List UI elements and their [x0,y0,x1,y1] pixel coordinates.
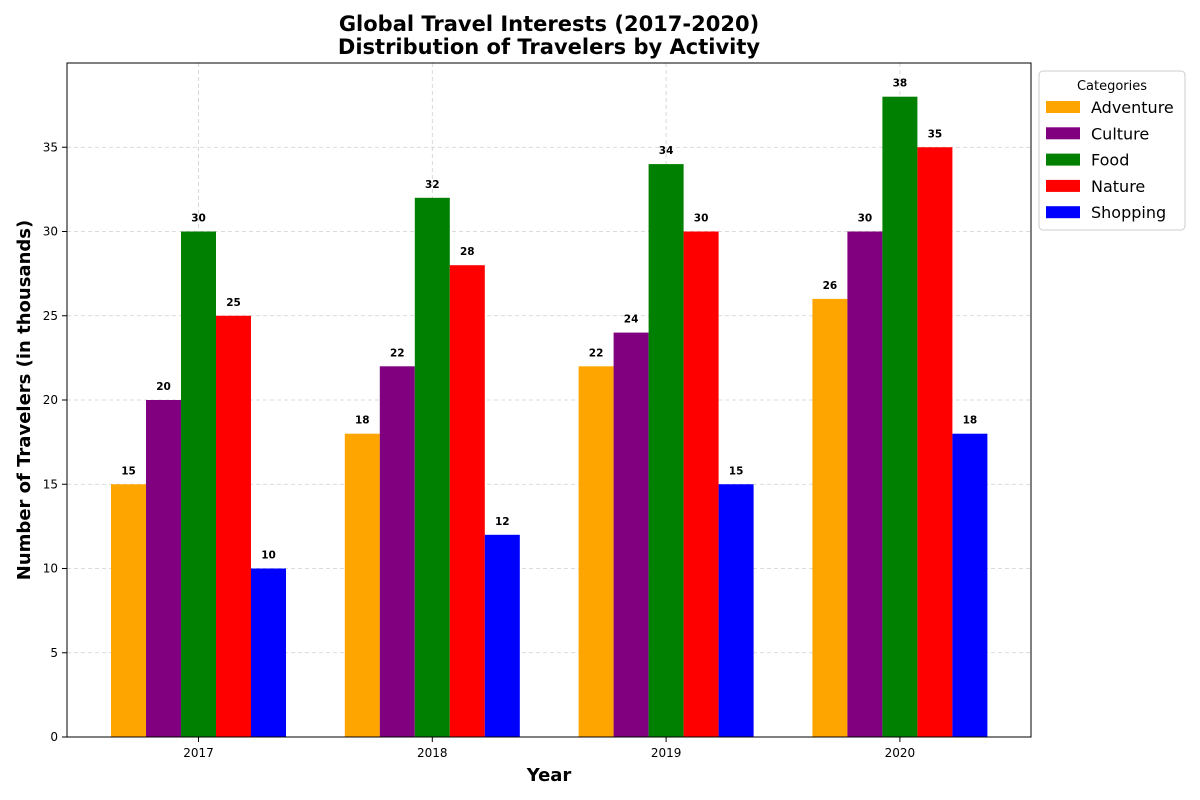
legend-label-food: Food [1091,151,1129,170]
x-tick-label: 2020 [885,746,916,760]
y-axis: 0 5 10 15 20 25 30 35 [43,140,67,744]
bar-food-2018 [414,197,450,738]
data-label-food-2020: 38 [893,78,908,90]
data-label-culture-2020: 30 [858,213,873,225]
x-tick-label: 2019 [651,746,682,760]
bar-culture-2018 [379,366,415,737]
data-labels: 15 18 22 26 20 22 24 30 30 32 34 38 25 28 30 35 10 12 15 18 [121,78,977,562]
y-tick-label: 30 [43,225,58,239]
data-label-food-2018: 32 [425,179,440,191]
bar-food-2020 [882,96,918,737]
data-label-food-2019: 34 [659,145,674,157]
data-label-food-2017: 30 [191,213,206,225]
bar-adventure-2020 [812,298,848,737]
legend-swatch-adventure [1046,101,1080,113]
bar-adventure-2017 [111,484,146,737]
bar-shopping-2018 [484,534,520,737]
legend-swatch-nature [1046,179,1080,192]
data-label-shopping-2018: 12 [495,516,510,528]
legend-label-shopping: Shopping [1091,203,1166,222]
data-label-nature-2019: 30 [694,213,709,225]
bar-food-2019 [648,164,684,738]
data-label-adventure-2019: 22 [589,347,604,359]
bar-culture-2020 [847,231,883,737]
y-axis-label: Number of Travelers (in thousands) [14,220,35,580]
x-axis: 2017 2018 2019 2020 [183,737,915,760]
data-label-shopping-2017: 10 [261,550,276,562]
y-tick-label: 20 [43,393,58,407]
bar-shopping-2017 [251,568,286,737]
legend: Categories Adventure Culture Food Nature Sho… [1038,70,1186,231]
y-tick-label: 0 [50,730,58,744]
chart-title: Global Travel Interests (2017-2020) [339,12,759,36]
data-label-nature-2020: 35 [928,128,943,140]
x-axis-label: Year [526,765,572,786]
y-tick-label: 25 [43,309,58,323]
bar-nature-2017 [216,315,251,737]
chart-subtitle: Distribution of Travelers by Activity [338,35,760,59]
bar-culture-2017 [146,400,181,737]
bar-shopping-2020 [952,433,988,737]
bar-adventure-2019 [578,366,614,737]
legend-items: Adventure Culture Food Nature Shopping [1046,98,1174,222]
y-tick-label: 5 [50,646,58,660]
legend-swatch-shopping [1046,206,1080,219]
legend-label-nature: Nature [1091,177,1145,196]
y-tick-label: 15 [43,477,58,491]
bars [111,96,988,738]
data-label-nature-2018: 28 [460,246,475,258]
bar-nature-2019 [683,231,719,737]
bar-nature-2018 [449,265,485,737]
y-tick-label: 10 [43,562,58,576]
bar-adventure-2018 [344,433,380,737]
legend-label-culture: Culture [1091,124,1149,143]
legend-label-adventure: Adventure [1091,98,1174,117]
data-label-culture-2017: 20 [156,381,171,393]
legend-swatch-culture [1046,127,1080,140]
legend-swatch-food [1046,153,1080,166]
bar-nature-2020 [917,147,953,737]
data-label-culture-2019: 24 [624,314,639,326]
x-tick-label: 2017 [183,746,214,760]
data-label-nature-2017: 25 [226,297,241,309]
y-tick-label: 35 [43,140,58,154]
legend-title: Categories [1077,79,1147,94]
data-label-shopping-2019: 15 [729,465,744,477]
data-label-adventure-2018: 18 [355,415,370,427]
data-label-adventure-2020: 26 [823,280,838,292]
x-tick-label: 2018 [417,746,448,760]
bar-culture-2019 [613,332,649,737]
bar-shopping-2019 [718,484,754,737]
data-label-culture-2018: 22 [390,347,405,359]
bar-food-2017 [181,231,216,737]
data-label-shopping-2020: 18 [963,415,978,427]
data-label-adventure-2017: 15 [121,465,136,477]
